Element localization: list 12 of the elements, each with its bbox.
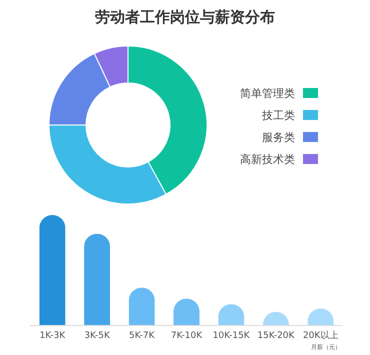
x-tick-label: 10K-15K bbox=[212, 331, 251, 341]
legend-label: 技工类 bbox=[261, 109, 295, 122]
legend-label: 服务类 bbox=[262, 131, 295, 144]
x-tick-label: 1K-3K bbox=[40, 331, 66, 341]
x-tick-label: 20K以上 bbox=[302, 330, 338, 341]
x-tick-label: 5K-7K bbox=[129, 331, 156, 341]
x-tick-label: 7K-10K bbox=[170, 331, 204, 341]
legend-label: 简单管理类 bbox=[240, 87, 295, 100]
chart-title: 劳动者工作岗位与薪资分布 bbox=[95, 8, 275, 26]
legend-label: 高新技术类 bbox=[240, 153, 295, 166]
x-tick-label: 3K-5K bbox=[84, 331, 111, 341]
x-tick-label: 15K-20K bbox=[257, 331, 296, 341]
